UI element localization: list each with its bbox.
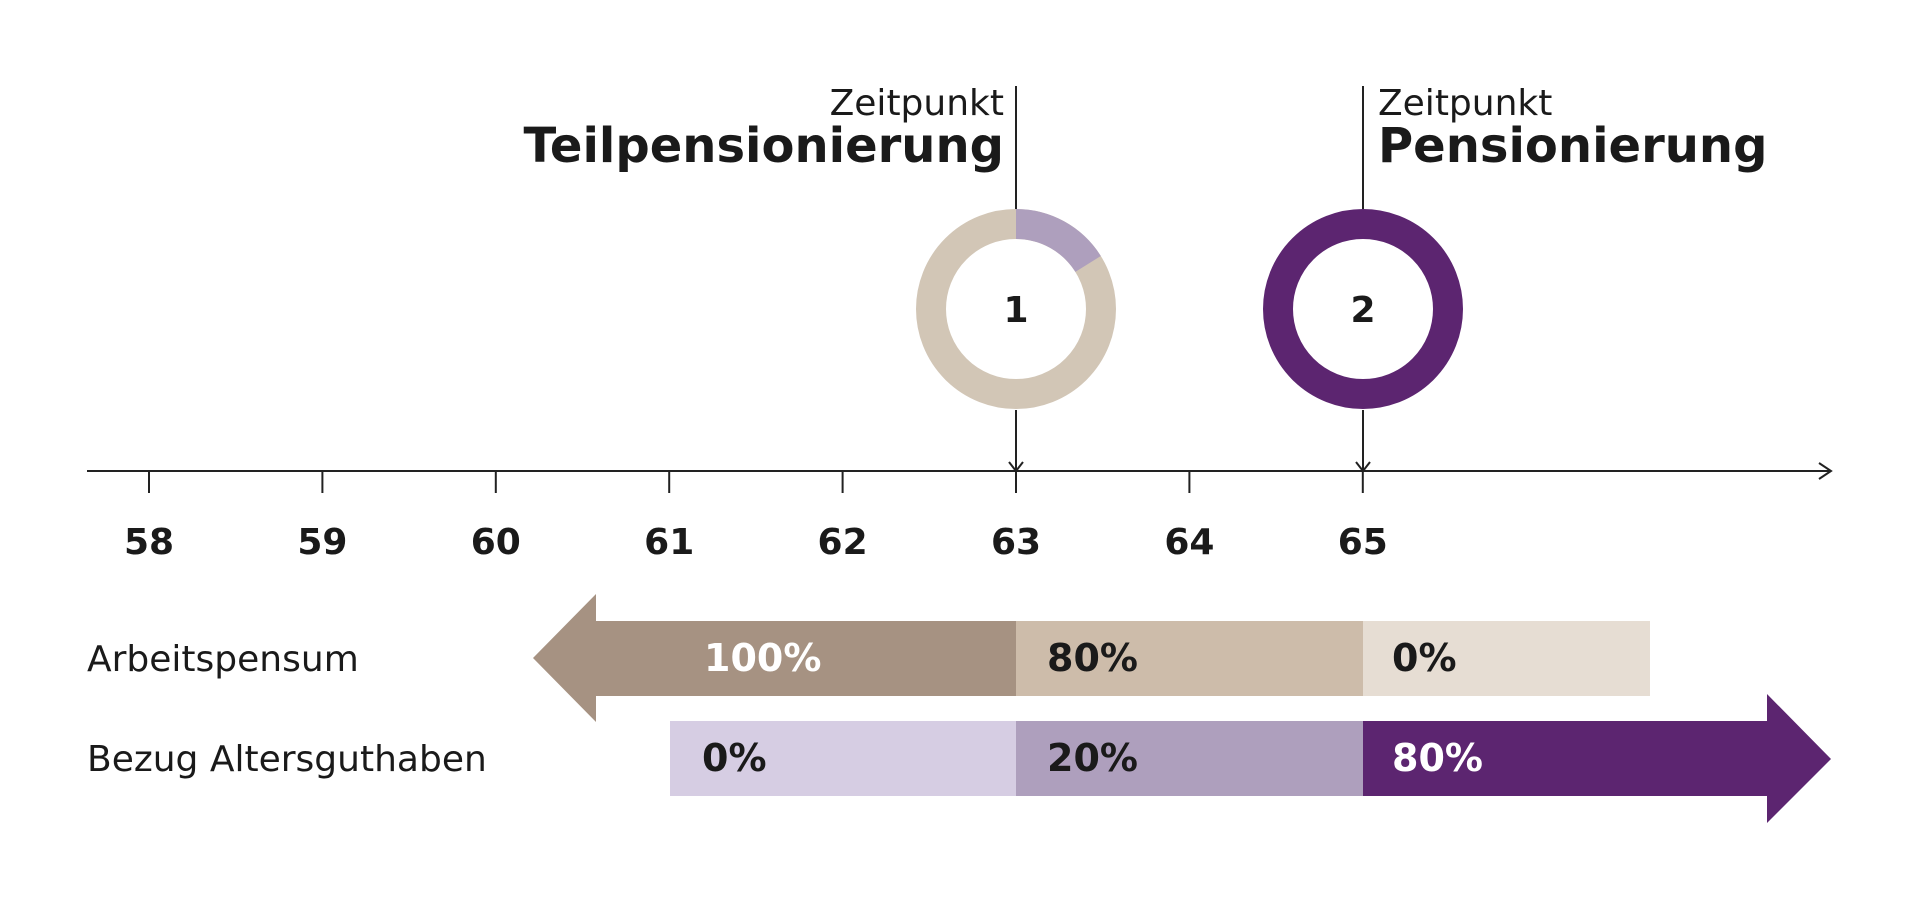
bar-arrow-right [1363,694,1831,823]
segment-label: 0% [702,736,767,780]
segment-label: 80% [1392,736,1483,780]
segment-label: 20% [1047,736,1138,780]
marker-caption: Zeitpunkt [1378,83,1552,124]
segment-label: 100% [704,636,821,680]
tick-label: 63 [991,522,1041,563]
axis-arrowhead [1818,462,1833,480]
tick-label: 60 [471,522,521,563]
tick-label: 64 [1164,522,1214,563]
marker-number: 2 [1350,290,1375,331]
marker-number: 1 [1003,290,1028,331]
bar-segment [1016,721,1363,796]
donut-full [1263,209,1463,409]
bar-segment [1363,621,1650,696]
marker-caption: Zeitpunkt [830,83,1004,124]
tick-label: 59 [297,522,347,563]
tick-label: 58 [124,522,174,563]
bar-segment [1016,621,1363,696]
marker-title: Teilpensionierung [524,118,1004,174]
row-label: Bezug Altersguthaben [87,739,487,780]
tick-label: 61 [644,522,694,563]
segment-label: 80% [1047,636,1138,680]
row-label: Arbeitspensum [87,639,359,680]
tick-label: 62 [818,522,868,563]
donut-segment [916,209,1116,409]
bar-segment [670,721,1016,796]
tick-label: 65 [1338,522,1388,563]
segment-label: 0% [1392,636,1457,680]
bar-arrow-left [533,594,1016,722]
marker-title: Pensionierung [1378,118,1767,174]
